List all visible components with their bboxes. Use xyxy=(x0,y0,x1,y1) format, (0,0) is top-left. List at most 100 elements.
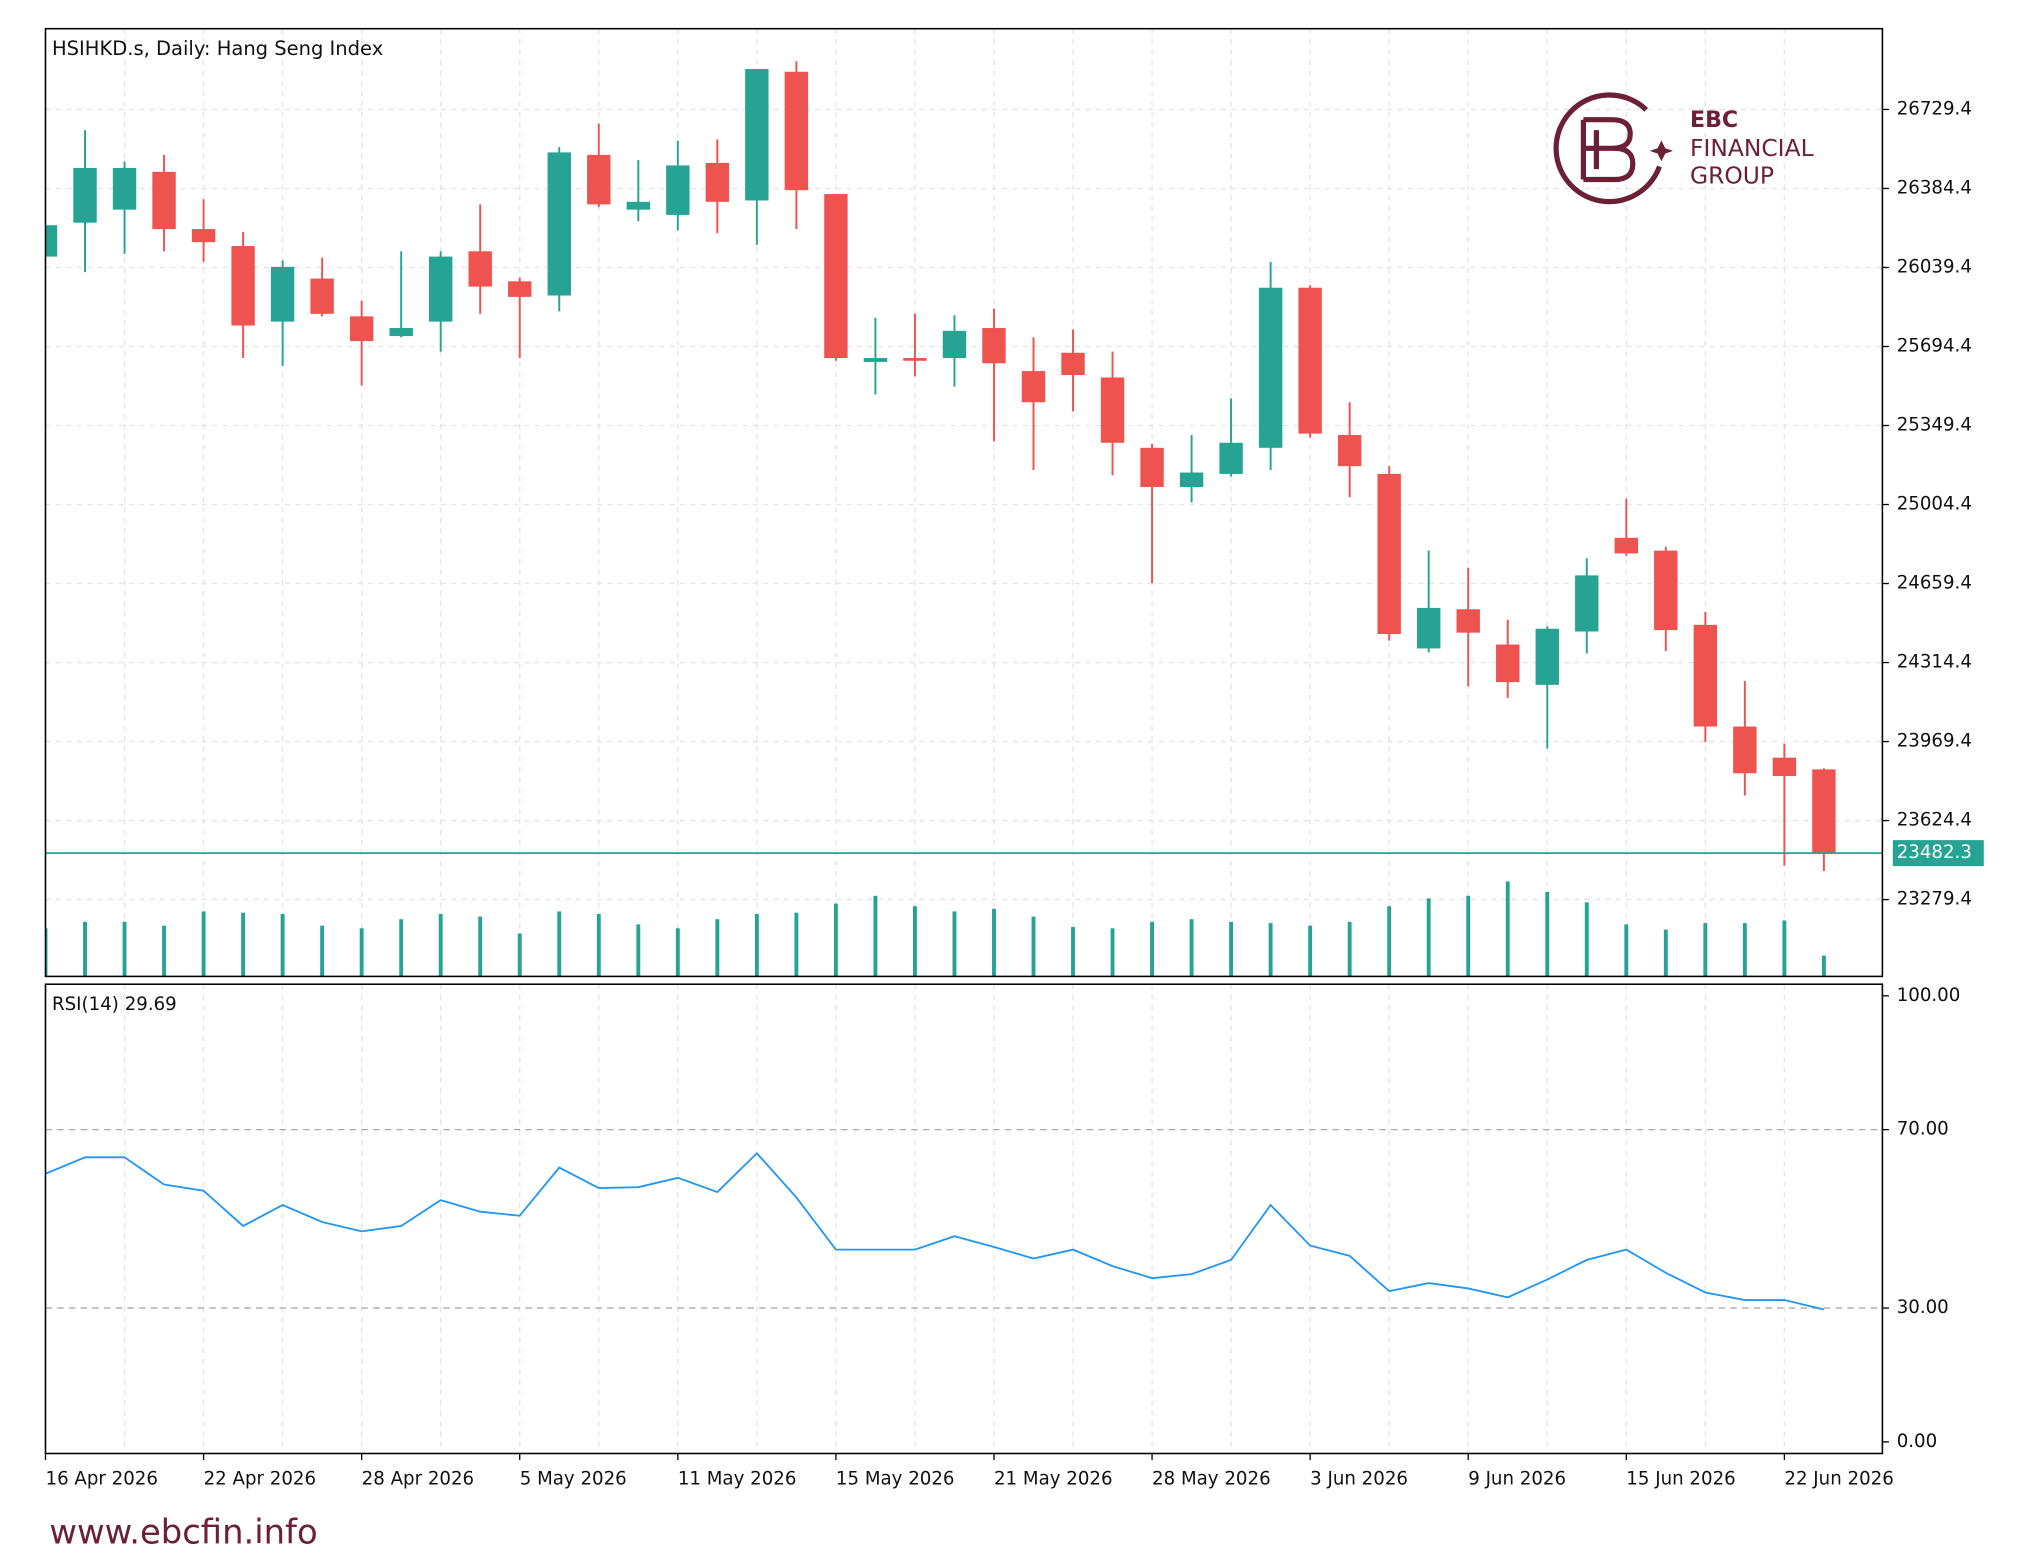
candle-body xyxy=(1061,352,1085,375)
grid-layer xyxy=(44,28,1883,1454)
x-tick-label: 21 May 2026 xyxy=(994,1469,1113,1490)
x-tick-label: 15 May 2026 xyxy=(836,1469,955,1490)
volume-bar xyxy=(83,921,87,977)
candle-body xyxy=(191,229,216,243)
y-tick-label: 25004.4 xyxy=(1897,494,1972,515)
candle-body xyxy=(1772,757,1797,777)
logo-line1: FINANCIAL xyxy=(1690,134,1814,162)
candle-body xyxy=(1179,472,1204,487)
rsi-title: RSI(14) 29.69 xyxy=(52,994,177,1015)
candle-body xyxy=(1456,609,1480,633)
candle-body xyxy=(982,328,1006,364)
volume-bar xyxy=(1189,919,1194,977)
candle-body xyxy=(231,246,255,326)
logo-line2: GROUP xyxy=(1690,161,1774,189)
volume-bar xyxy=(241,912,246,977)
x-tick-label: 15 Jun 2026 xyxy=(1626,1469,1735,1490)
y-tick-label: 100.00 xyxy=(1897,985,1961,1006)
price-layer xyxy=(45,61,1883,977)
volume-bar xyxy=(1071,927,1075,977)
candle-body xyxy=(903,358,927,361)
volume-bar xyxy=(1031,916,1036,977)
volume-bar xyxy=(122,921,127,977)
rsi-frame xyxy=(44,983,1884,1455)
x-tick-label: 22 Apr 2026 xyxy=(204,1469,316,1490)
volume-bar xyxy=(1505,881,1510,977)
logo-brand: EBC xyxy=(1690,107,1738,133)
candle-body xyxy=(468,251,492,287)
y-tick-label: 23624.4 xyxy=(1897,810,1972,831)
candle-body xyxy=(1417,607,1441,649)
candle-body xyxy=(1535,628,1559,685)
rsi-line xyxy=(45,1151,1825,1311)
volume-bar xyxy=(1308,925,1313,977)
volume-bar xyxy=(754,914,759,977)
candle-body xyxy=(1100,377,1125,443)
candle-body xyxy=(1219,442,1243,474)
x-tick-label: 11 May 2026 xyxy=(678,1469,797,1490)
volume-bar xyxy=(794,912,799,977)
y-tick-label: 0.00 xyxy=(1897,1431,1938,1452)
x-tick-label: 28 May 2026 xyxy=(1152,1469,1271,1490)
volume-bar xyxy=(438,914,443,977)
chart-title: HSIHKD.s, Daily: Hang Seng Index xyxy=(52,37,383,60)
volume-bar xyxy=(1663,929,1668,977)
y-tick-label: 26039.4 xyxy=(1897,256,1972,277)
watermark: EBC FINANCIAL GROUP xyxy=(1553,92,1814,205)
volume-bar xyxy=(1110,928,1115,977)
candle-body xyxy=(705,162,730,202)
volume-bar xyxy=(636,924,641,977)
volume-bar xyxy=(45,928,48,977)
candle-body xyxy=(310,278,334,314)
candle-body xyxy=(73,167,97,223)
volume-bar xyxy=(912,906,917,977)
candle-body xyxy=(942,330,967,359)
price-frame xyxy=(44,27,1884,978)
candle-body xyxy=(1298,287,1322,434)
candle-body xyxy=(1140,447,1164,487)
candle-body xyxy=(1693,624,1718,727)
x-tick-label: 9 Jun 2026 xyxy=(1468,1469,1566,1490)
logo-ring xyxy=(1553,92,1666,205)
candle-body xyxy=(349,316,374,342)
volume-bar xyxy=(992,908,996,977)
volume-bar xyxy=(1466,895,1471,977)
volume-bar xyxy=(1624,924,1629,977)
volume-bar xyxy=(952,911,957,977)
footer-url: www.ebcfin.info xyxy=(49,1513,317,1552)
volume-bar xyxy=(399,919,404,977)
volume-bar xyxy=(1782,920,1787,977)
x-tick-label: 22 Jun 2026 xyxy=(1784,1469,1893,1490)
candle-body xyxy=(270,266,295,322)
volume-bar xyxy=(162,925,167,977)
last-price-box xyxy=(1892,840,1984,867)
candle-body xyxy=(389,328,413,337)
candle-body xyxy=(626,201,650,210)
axis-layer: 26729.4 26384.4 26039.4 25694.4 25349.4 25004… xyxy=(44,98,1984,1490)
candle-body xyxy=(745,69,769,201)
volume-bar xyxy=(201,911,206,977)
candle-body xyxy=(863,358,888,362)
logo-mark xyxy=(1580,117,1636,183)
candle-body xyxy=(1654,550,1678,631)
y-tick-label: 23279.4 xyxy=(1897,889,1972,910)
x-tick-label: 3 Jun 2026 xyxy=(1310,1469,1408,1490)
volume-bar xyxy=(1742,923,1747,977)
candle-body xyxy=(587,154,611,205)
volume-bar xyxy=(1150,921,1155,977)
volume-bar xyxy=(280,914,285,977)
y-tick-label: 23969.4 xyxy=(1897,731,1972,752)
volume-bar xyxy=(675,928,680,977)
volume-bar xyxy=(1821,955,1826,977)
volume-bar xyxy=(1347,921,1352,977)
candle-body xyxy=(112,167,137,210)
candle-body xyxy=(508,281,532,297)
last-price-label: 23482.3 xyxy=(1897,842,1972,863)
logo-star xyxy=(1649,140,1674,162)
x-tick-label: 5 May 2026 xyxy=(520,1469,627,1490)
candle-body xyxy=(1377,473,1401,635)
candle-body xyxy=(1733,726,1757,774)
candle-body xyxy=(429,256,453,322)
candle-body xyxy=(1812,769,1836,854)
